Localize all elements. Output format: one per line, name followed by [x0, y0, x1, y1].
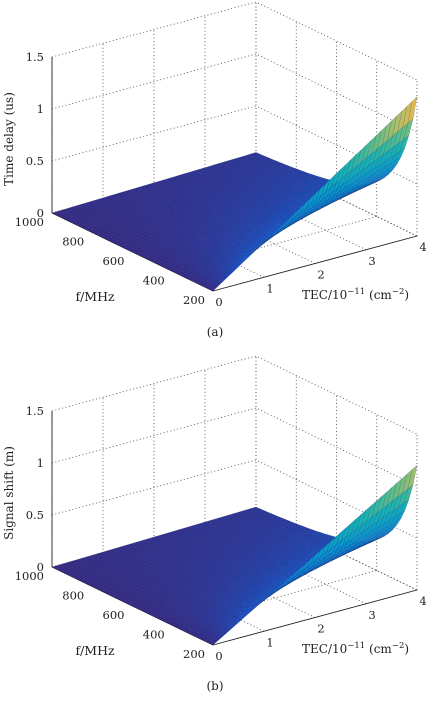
z-tick-label: 0 — [37, 560, 44, 574]
z-axis-label: Time delay (us) — [2, 92, 16, 186]
x-tick-label: 4 — [419, 240, 426, 254]
x-tick-label: 3 — [368, 608, 375, 622]
y-tick-label: 800 — [62, 235, 84, 249]
x-axis-line — [212, 589, 418, 646]
z-tick-label: 1.5 — [26, 50, 44, 64]
y-tick-label: 800 — [62, 589, 84, 603]
y-tick-label: 600 — [103, 254, 125, 268]
y-tick-label: 400 — [143, 628, 165, 642]
y-axis-label: f/MHz — [75, 643, 115, 658]
y-tick-label: 1000 — [15, 215, 44, 229]
panel-label: (b) — [206, 679, 223, 693]
x-tick-label: 2 — [317, 268, 324, 282]
z-tick-label: 0 — [37, 206, 44, 220]
panel-label: (a) — [207, 325, 224, 339]
y-tick-label: 200 — [183, 293, 205, 307]
y-tick-label: 200 — [183, 647, 205, 661]
x-tick-label: 0 — [215, 295, 222, 309]
z-axis-label: Signal shift (m) — [2, 446, 16, 540]
x-tick-label: 2 — [317, 622, 324, 636]
z-tick-label: 1 — [37, 102, 44, 116]
x-tick-label: 0 — [215, 649, 222, 663]
z-tick-label: 0.5 — [26, 508, 44, 522]
x-axis-label: TEC/10−11 (cm−2) — [302, 287, 409, 302]
surface — [51, 464, 418, 646]
y-tick-label: 1000 — [15, 569, 44, 583]
y-axis-label: f/MHz — [75, 289, 115, 304]
z-tick-label: 1 — [37, 456, 44, 470]
y-tick-label: 600 — [103, 608, 125, 622]
x-tick-label: 4 — [419, 594, 426, 608]
x-axis-label: TEC/10−11 (cm−2) — [302, 641, 409, 656]
x-tick-label: 1 — [266, 635, 273, 649]
z-tick-label: 0.5 — [26, 154, 44, 168]
y-tick-label: 400 — [143, 274, 165, 288]
x-tick-label: 1 — [266, 281, 273, 295]
surface — [51, 96, 418, 292]
z-tick-label: 1.5 — [26, 404, 44, 418]
x-axis-line — [212, 235, 418, 292]
x-tick-label: 3 — [368, 254, 375, 268]
